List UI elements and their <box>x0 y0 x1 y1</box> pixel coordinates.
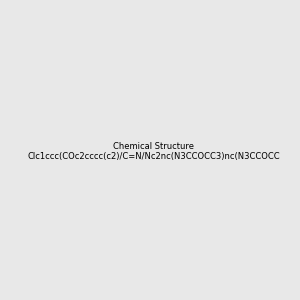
Text: Chemical Structure
Clc1ccc(COc2cccc(c2)/C=N/Nc2nc(N3CCOCC3)nc(N3CCOCC: Chemical Structure Clc1ccc(COc2cccc(c2)/… <box>27 142 280 161</box>
